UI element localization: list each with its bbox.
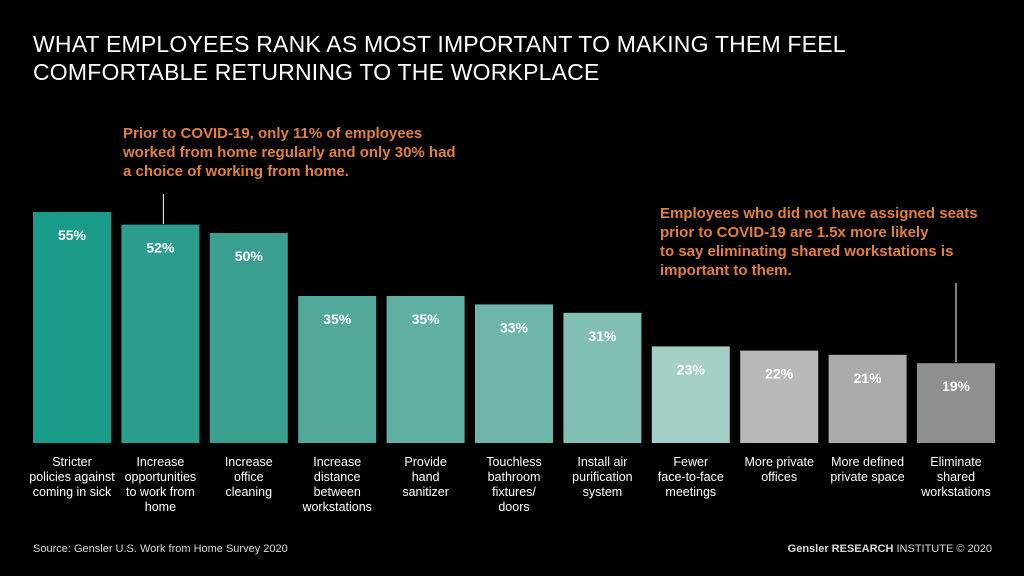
category-label: Provide hand sanitizer	[402, 455, 449, 499]
bar-value-label: 22%	[765, 366, 794, 382]
bar	[209, 233, 288, 443]
bar	[563, 312, 642, 443]
category-label: Increase office cleaning	[225, 455, 273, 499]
category-label: Fewer face-to-face meetings	[658, 455, 724, 499]
chart-title-line-1: WHAT EMPLOYEES RANK AS MOST IMPORTANT TO…	[33, 31, 846, 57]
category-label-line: purification	[572, 470, 632, 484]
bar-value-label: 35%	[323, 311, 352, 327]
bar-value-label: 23%	[677, 361, 706, 377]
category-label-line: More defined	[831, 455, 904, 469]
brand-credit: Gensler RESEARCH INSTITUTE © 2020	[788, 543, 992, 555]
category-label-line: bathroom	[488, 470, 541, 484]
category-label: Increase distance between workstations	[301, 455, 371, 514]
brand-name: Gensler RESEARCH	[787, 543, 894, 555]
category-label-line: offices	[761, 470, 797, 484]
category-label-line: Increase	[136, 455, 184, 469]
bar	[651, 346, 730, 443]
bar	[740, 350, 819, 443]
category-label-line: Fewer	[673, 455, 708, 469]
annotation-right-line: prior to COVID-19 are 1.5x more likely	[660, 224, 929, 241]
annotation-left-line: Prior to COVID-19, only 11% of employees	[123, 125, 423, 142]
brand-suffix: INSTITUTE © 2020	[893, 543, 992, 555]
category-label: Eliminate shared workstations	[920, 455, 990, 499]
bar-value-label: 50%	[235, 248, 264, 264]
category-label-line: Increase	[225, 455, 273, 469]
bar	[917, 363, 995, 443]
bar-value-label: 52%	[146, 240, 175, 256]
annotation-left: Prior to COVID-19, only 11% of employees…	[123, 124, 456, 181]
category-label-line: cleaning	[226, 485, 273, 499]
annotation-right: Employees who did not have assigned seat…	[660, 204, 978, 280]
category-label: More private offices	[744, 455, 814, 484]
bar	[475, 304, 553, 443]
source-note: Source: Gensler U.S. Work from Home Surv…	[33, 543, 288, 555]
category-label-line: workstations	[301, 500, 371, 514]
category-label: Stricter policies against coming in sick	[29, 455, 115, 499]
category-label-line: Stricter	[52, 455, 92, 469]
category-label: Install air purification system	[572, 455, 632, 499]
bar	[298, 296, 377, 443]
category-label: More defined private space	[830, 455, 904, 484]
category-label-line: between	[314, 485, 361, 499]
category-label-line: meetings	[665, 485, 716, 499]
category-label-line: sanitizer	[402, 485, 449, 499]
category-label-line: hand	[412, 470, 440, 484]
category-label-line: Touchless	[486, 455, 542, 469]
annotation-left-line: worked from home regularly and only 30% …	[123, 144, 456, 161]
category-label-line: More private	[744, 455, 814, 469]
bar-value-label: 31%	[588, 328, 617, 344]
bar	[121, 224, 200, 443]
annotation-right-line: to say eliminating shared workstations i…	[660, 243, 954, 260]
category-label-line: Increase	[313, 455, 361, 469]
category-label-line: face-to-face	[658, 470, 724, 484]
category-label-line: coming in sick	[33, 485, 112, 499]
bar	[828, 354, 907, 443]
category-label-line: opportunities	[125, 470, 197, 484]
category-label-line: home	[145, 500, 176, 514]
annotation-right-line: Employees who did not have assigned seat…	[660, 205, 978, 222]
bar	[33, 212, 111, 443]
category-label-line: workstations	[920, 485, 990, 499]
bar	[386, 296, 465, 443]
category-label-line: system	[583, 485, 623, 499]
category-label-line: Install air	[577, 455, 627, 469]
category-label-line: Provide	[404, 455, 446, 469]
category-label-line: to work from	[126, 485, 195, 499]
category-label: Increase opportunities to work from home	[125, 455, 197, 514]
category-label-line: shared	[937, 470, 975, 484]
category-label-line: fixtures/	[492, 485, 536, 499]
chart-title: WHAT EMPLOYEES RANK AS MOST IMPORTANT TO…	[33, 30, 933, 86]
annotation-right-line: important to them.	[660, 262, 792, 279]
bar-value-label: 33%	[500, 319, 529, 335]
category-label-line: doors	[498, 500, 529, 514]
chart-title-line-2: COMFORTABLE RETURNING TO THE WORKPLACE	[33, 59, 600, 85]
category-label-line: distance	[314, 470, 361, 484]
bar-value-label: 55%	[58, 227, 87, 243]
bar-value-label: 21%	[854, 370, 883, 386]
annotation-left-line: a choice of working from home.	[123, 163, 349, 180]
category-label-line: Eliminate	[930, 455, 981, 469]
bar-value-label: 19%	[942, 378, 971, 394]
category-label-line: office	[234, 470, 264, 484]
bar-value-label: 35%	[412, 311, 441, 327]
category-label: Touchless bathroom fixtures/doors	[486, 455, 542, 514]
category-label-line: policies against	[29, 470, 115, 484]
category-label-line: private space	[830, 470, 904, 484]
